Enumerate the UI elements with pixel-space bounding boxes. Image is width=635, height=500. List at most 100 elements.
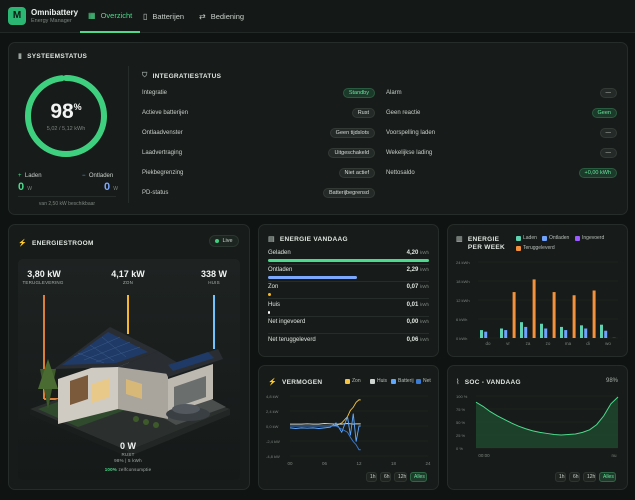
tab-batterijen[interactable]: ▯ Batterijen <box>143 0 184 33</box>
range-button-6h[interactable]: 6h <box>569 472 580 482</box>
range-button-1h[interactable]: 1h <box>555 472 566 482</box>
energy-today-card <box>258 224 439 357</box>
x-tick: za <box>526 341 531 346</box>
power-line-chart: 4,8 kW 2,4 kW 0,0 kW -2,4 kW -4,8 kW 00 06 12 18… <box>266 394 431 466</box>
soc-percent: 98% <box>50 100 82 123</box>
x-tick: ma <box>565 341 572 346</box>
divider <box>268 264 429 265</box>
energy-week-card <box>447 224 628 357</box>
charge-label: + Laden <box>18 173 42 179</box>
x-tick: vr <box>506 341 510 346</box>
y-tick: 18 kWh <box>456 279 470 284</box>
bar-ontladen <box>564 330 568 338</box>
y-tick: 0 % <box>456 446 463 451</box>
soc-area <box>476 397 618 448</box>
bar-ontladen <box>604 330 608 338</box>
energy-row-value: 0,00 kWh <box>406 319 429 325</box>
y-tick: 12 kWh <box>456 298 470 303</box>
energy-row-value: 0,07 kWh <box>406 284 429 290</box>
shield-icon: ⛉ <box>142 72 148 79</box>
tab-label: Overzicht <box>100 11 133 20</box>
app-subtitle: Energy Manager <box>31 18 72 24</box>
x-tick: di <box>586 341 590 346</box>
soc-title: ⌇ SOC - VANDAAG <box>456 378 521 387</box>
range-button-12h[interactable]: 12h <box>583 472 596 482</box>
week-bar-chart: 24 kWh 18 kWh 12 kWh 6 kWh 0 kWh do vr za zo ma di… <box>456 260 618 346</box>
solar-flow-label: ZON <box>122 280 134 285</box>
app-title: Omnibattery <box>31 8 79 17</box>
status-row-label: Ontlaadvenster <box>142 130 183 136</box>
energy-row-bar <box>268 259 429 262</box>
energy-week-title: ▥ ENERGIE PER WEEK <box>456 236 505 251</box>
house-illustration <box>18 259 240 480</box>
legend-item: Zon <box>345 378 361 384</box>
legend-item: Ingevoerd <box>575 235 604 241</box>
x-tick: 00:00 <box>478 453 490 458</box>
energy-row-label: Geladen <box>268 250 291 256</box>
status-row-value: Uitgeschakeld <box>328 148 375 158</box>
bar-laden <box>560 326 563 338</box>
y-tick: 50 % <box>456 420 466 425</box>
y-tick: 4,8 kW <box>266 394 279 399</box>
tab-bediening[interactable]: ⇄ Bediening <box>199 0 244 33</box>
y-tick: 0,0 kW <box>266 424 279 429</box>
energy-row-bar <box>268 276 357 279</box>
y-tick: 2,4 kW <box>266 409 279 414</box>
bar-ontladen <box>504 330 508 338</box>
energy-row-value: 0,06 kWh <box>406 337 429 343</box>
bar-laden <box>520 322 523 338</box>
status-row-value: Niet actief <box>338 168 375 178</box>
range-button-alles[interactable]: Alles <box>410 472 427 482</box>
soc-gauge <box>25 75 107 157</box>
soc-kwh: 5,02 / 5,12 kWh <box>46 126 86 132</box>
charge-value: 0 W <box>18 181 32 193</box>
status-row-value: Standby <box>342 88 375 98</box>
range-button-alles[interactable]: Alles <box>599 472 616 482</box>
line-batterij <box>289 413 361 442</box>
soc-current: 98% <box>605 378 618 384</box>
range-button-6h[interactable]: 6h <box>380 472 391 482</box>
grid-flow-label: TERUGLEVERING <box>22 280 64 285</box>
discharge-label: − Ontladen <box>82 173 114 179</box>
energy-row-label: Ontladen <box>268 267 293 273</box>
x-tick: 24 <box>425 461 431 466</box>
y-tick: 75 % <box>456 407 466 412</box>
energy-today-title: ▤ ENERGIE VANDAAG <box>268 235 348 244</box>
house-flow-value: 338 W <box>200 269 227 279</box>
power-limit: van 2,50 kW beschikbaar <box>38 201 96 207</box>
tab-label: Batterijen <box>152 12 185 21</box>
x-tick: do <box>485 341 491 346</box>
power-card <box>258 365 439 490</box>
app-logo: M <box>8 7 26 25</box>
y-tick: -4,8 kW <box>266 454 280 459</box>
status-row-label: Wekelijkse lading <box>386 150 433 156</box>
range-button-1h[interactable]: 1h <box>366 472 377 482</box>
soc-line <box>475 396 619 436</box>
energy-row-label: Net ingevoerd <box>268 319 306 325</box>
divider <box>268 298 429 299</box>
bar-teruggeleverd <box>532 279 536 338</box>
battery-icon: ▯ <box>143 12 148 21</box>
tab-overzicht[interactable]: ▦ Overzicht <box>80 0 141 33</box>
status-row-value: Batterijbegrensd <box>322 188 375 198</box>
status-row-label: Nettosaldo <box>386 170 415 176</box>
status-row-label: Laadvertraging <box>142 150 183 156</box>
energy-row-label: Huis <box>268 302 281 308</box>
bar-laden <box>580 325 583 338</box>
energy-flow-title: ⚡ ENERGIESTROOM <box>18 239 94 248</box>
legend-item: Laden <box>516 235 537 241</box>
y-tick: 25 % <box>456 433 466 438</box>
grid-flow-value: 3,80 kW <box>27 269 61 279</box>
house-scene: 3,80 kW TERUGLEVERING 4,17 kW ZON 338 W … <box>18 259 240 480</box>
x-tick: 12 <box>356 461 362 466</box>
battery-flow-sub: 98% | 5 kWh <box>114 458 142 463</box>
legend-item: Ontladen <box>542 235 569 241</box>
status-row-value: — <box>599 148 617 158</box>
energy-row-label: Net teruggeleverd <box>268 337 316 343</box>
bar-ontladen <box>544 328 548 338</box>
range-button-12h[interactable]: 12h <box>394 472 407 482</box>
bar-teruggeleverd <box>592 290 596 338</box>
chart-line-icon: ⌇ <box>456 379 460 386</box>
bar-laden <box>480 330 483 338</box>
y-tick: -2,4 kW <box>266 439 280 444</box>
